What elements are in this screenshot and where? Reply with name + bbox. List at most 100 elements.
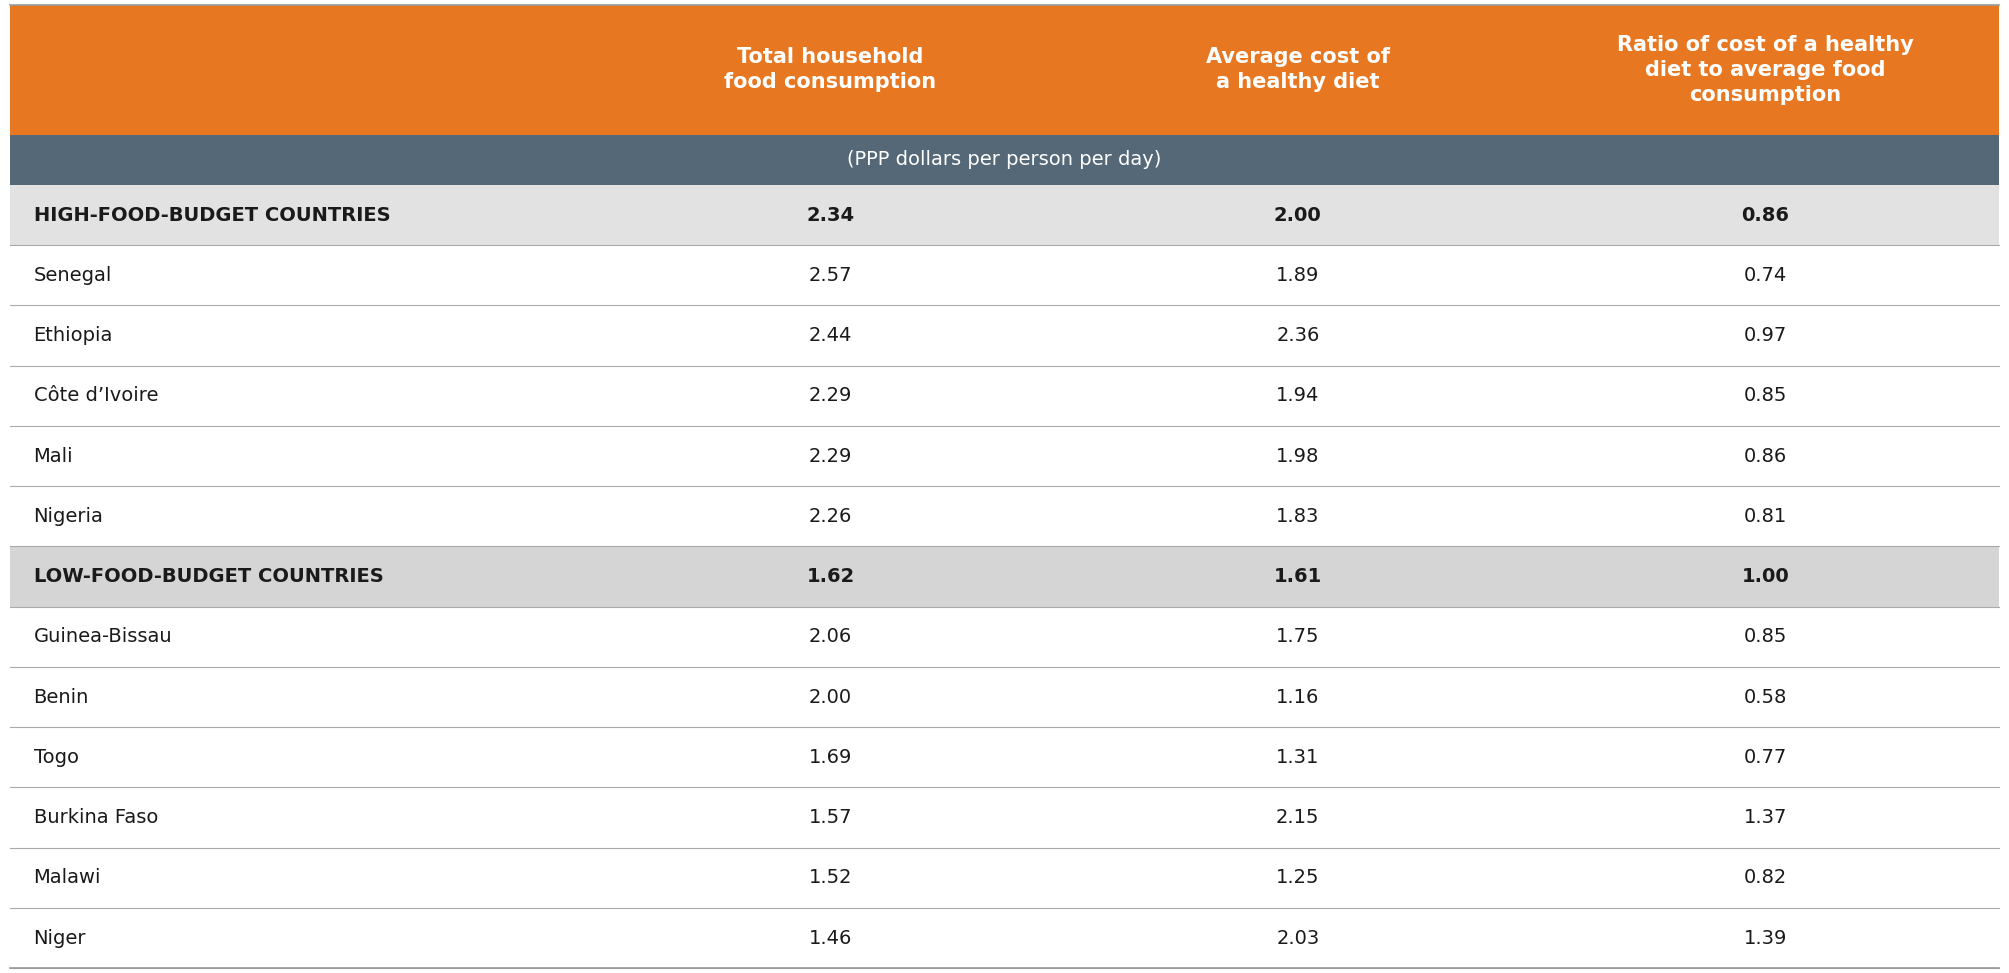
- Text: Burkina Faso: Burkina Faso: [34, 808, 159, 827]
- Text: 2.15: 2.15: [1276, 808, 1320, 827]
- Text: LOW-FOOD-BUDGET COUNTRIES: LOW-FOOD-BUDGET COUNTRIES: [34, 567, 384, 586]
- Bar: [597, 306, 1065, 366]
- Bar: [1531, 306, 1999, 366]
- Bar: [1065, 185, 1531, 245]
- Text: 2.06: 2.06: [810, 628, 852, 646]
- Text: 2.00: 2.00: [810, 688, 852, 706]
- Text: 2.00: 2.00: [1274, 205, 1322, 225]
- Bar: [1065, 787, 1531, 847]
- Bar: [1531, 847, 1999, 908]
- Bar: [597, 667, 1065, 727]
- Text: Ratio of cost of a healthy
diet to average food
consumption: Ratio of cost of a healthy diet to avera…: [1617, 35, 1915, 105]
- Bar: [1065, 306, 1531, 366]
- Bar: [597, 607, 1065, 667]
- Text: Senegal: Senegal: [34, 266, 113, 285]
- Bar: [1531, 607, 1999, 667]
- Text: 1.75: 1.75: [1276, 628, 1320, 646]
- Bar: [597, 185, 1065, 245]
- Bar: [597, 486, 1065, 547]
- Text: 2.29: 2.29: [810, 386, 852, 406]
- Bar: [10, 547, 597, 607]
- Text: 2.26: 2.26: [810, 507, 852, 525]
- Text: Togo: Togo: [34, 748, 78, 767]
- Text: 2.34: 2.34: [806, 205, 854, 225]
- Text: 2.44: 2.44: [810, 326, 852, 345]
- Bar: [1531, 908, 1999, 968]
- Bar: [1065, 667, 1531, 727]
- Bar: [597, 426, 1065, 486]
- Bar: [1531, 245, 1999, 306]
- Text: 1.25: 1.25: [1276, 868, 1320, 887]
- Bar: [1065, 5, 1531, 135]
- Text: 2.36: 2.36: [1276, 326, 1320, 345]
- Bar: [10, 727, 597, 787]
- Bar: [10, 486, 597, 547]
- Text: 0.97: 0.97: [1744, 326, 1786, 345]
- Text: 0.85: 0.85: [1744, 628, 1786, 646]
- Text: HIGH-FOOD-BUDGET COUNTRIES: HIGH-FOOD-BUDGET COUNTRIES: [34, 205, 390, 225]
- Text: 1.37: 1.37: [1744, 808, 1786, 827]
- Text: 1.31: 1.31: [1276, 748, 1320, 767]
- Bar: [10, 135, 597, 185]
- Bar: [10, 306, 597, 366]
- Text: 1.62: 1.62: [806, 567, 854, 586]
- Bar: [10, 5, 597, 135]
- Bar: [1065, 426, 1531, 486]
- Bar: [1531, 426, 1999, 486]
- Text: Nigeria: Nigeria: [34, 507, 102, 525]
- Bar: [1531, 486, 1999, 547]
- Bar: [10, 847, 597, 908]
- Text: (PPP dollars per person per day): (PPP dollars per person per day): [848, 151, 1161, 169]
- Bar: [1531, 185, 1999, 245]
- Bar: [1531, 787, 1999, 847]
- Bar: [1065, 847, 1531, 908]
- Text: 1.46: 1.46: [810, 928, 852, 948]
- Bar: [1531, 667, 1999, 727]
- Bar: [1531, 547, 1999, 607]
- Text: 1.83: 1.83: [1276, 507, 1320, 525]
- Bar: [10, 426, 597, 486]
- Bar: [10, 908, 597, 968]
- Bar: [10, 366, 597, 426]
- Bar: [597, 727, 1065, 787]
- Text: 1.94: 1.94: [1276, 386, 1320, 406]
- Bar: [1065, 547, 1531, 607]
- Text: Malawi: Malawi: [34, 868, 100, 887]
- Text: 1.39: 1.39: [1744, 928, 1786, 948]
- Bar: [1065, 908, 1531, 968]
- Text: 2.03: 2.03: [1276, 928, 1320, 948]
- Bar: [10, 607, 597, 667]
- Text: Guinea-Bissau: Guinea-Bissau: [34, 628, 173, 646]
- Text: 1.69: 1.69: [810, 748, 852, 767]
- Bar: [10, 185, 597, 245]
- Text: Mali: Mali: [34, 447, 72, 466]
- Bar: [597, 245, 1065, 306]
- Bar: [597, 135, 1065, 185]
- Bar: [10, 245, 597, 306]
- Bar: [597, 547, 1065, 607]
- Bar: [597, 908, 1065, 968]
- Text: 1.61: 1.61: [1274, 567, 1322, 586]
- Bar: [597, 787, 1065, 847]
- Text: 0.85: 0.85: [1744, 386, 1786, 406]
- Text: Côte d’Ivoire: Côte d’Ivoire: [34, 386, 159, 406]
- Text: 0.82: 0.82: [1744, 868, 1786, 887]
- Text: 1.98: 1.98: [1276, 447, 1320, 466]
- Text: Niger: Niger: [34, 928, 86, 948]
- Text: 1.52: 1.52: [810, 868, 852, 887]
- Bar: [1531, 727, 1999, 787]
- Text: 2.57: 2.57: [810, 266, 852, 285]
- Text: 0.86: 0.86: [1742, 205, 1790, 225]
- Bar: [1065, 607, 1531, 667]
- Text: 2.29: 2.29: [810, 447, 852, 466]
- Text: 0.58: 0.58: [1744, 688, 1786, 706]
- Bar: [1065, 135, 1531, 185]
- Bar: [10, 667, 597, 727]
- Text: 1.89: 1.89: [1276, 266, 1320, 285]
- Bar: [1065, 727, 1531, 787]
- Bar: [1531, 135, 1999, 185]
- Text: 1.57: 1.57: [810, 808, 852, 827]
- Text: Benin: Benin: [34, 688, 88, 706]
- Bar: [597, 847, 1065, 908]
- Bar: [1065, 486, 1531, 547]
